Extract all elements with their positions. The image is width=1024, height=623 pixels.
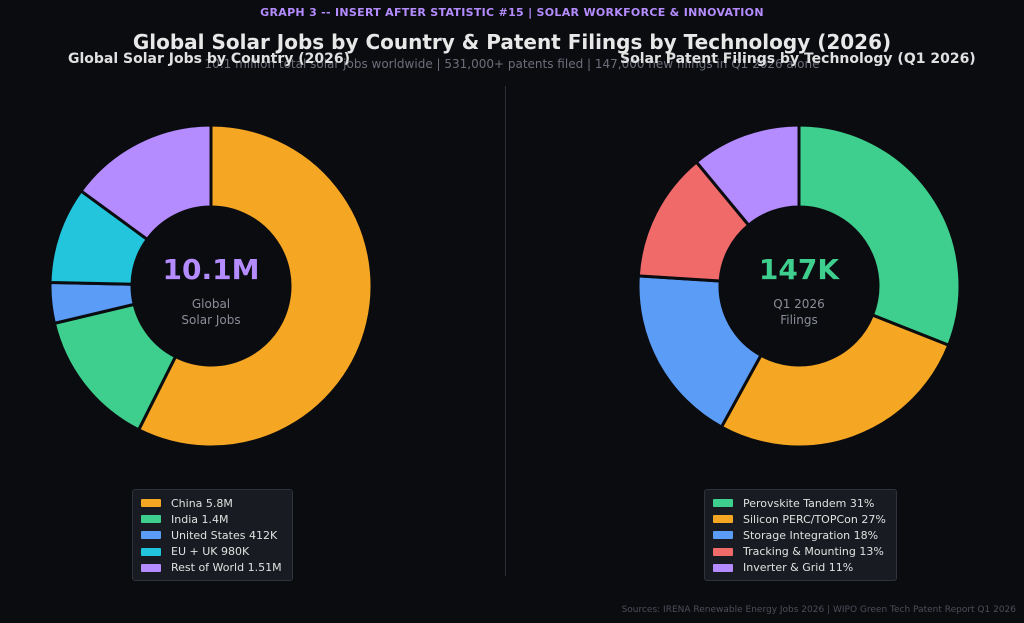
slice-perovskite-tandem xyxy=(797,123,962,348)
slice-inverter-grid xyxy=(694,123,801,228)
patents-legend: Perovskite Tandem 31% Silicon PERC/TOPCon… xyxy=(704,489,897,581)
legend-label: EU + UK 980K xyxy=(171,545,250,559)
legend-swatch xyxy=(713,563,733,572)
legend-item-storage-integration: Storage Integration 18% xyxy=(713,527,886,543)
center-label-line2: Filings xyxy=(780,313,818,327)
slice-storage-integration xyxy=(636,274,763,430)
legend-item-inverter-grid: Inverter & Grid 11% xyxy=(713,560,886,576)
center-label-line1: Global xyxy=(192,297,230,311)
legend-swatch xyxy=(141,531,161,540)
legend-item-eu-uk: EU + UK 980K xyxy=(141,544,282,560)
jobs-legend: China 5.8M India 1.4M United States 412K EU… xyxy=(132,489,293,581)
donut-hole xyxy=(133,208,289,364)
legend-swatch xyxy=(141,499,161,508)
legend-label: Silicon PERC/TOPCon 27% xyxy=(743,512,886,526)
legend-label: Tracking & Mounting 13% xyxy=(743,545,884,559)
slice-silicon-perc-topcon xyxy=(719,313,951,449)
panel-divider xyxy=(505,86,506,576)
center-label-line1: Q1 2026 xyxy=(773,297,824,311)
legend-item-rest-of-world: Rest of World 1.51M xyxy=(141,560,282,576)
legend-swatch xyxy=(713,531,733,540)
legend-swatch xyxy=(713,499,733,508)
subtitle: 10.1 million total solar jobs worldwide … xyxy=(204,57,820,71)
main-title: Global Solar Jobs by Country & Patent Fi… xyxy=(132,30,892,54)
legend-item-china: China 5.8M xyxy=(141,495,282,511)
legend-swatch xyxy=(141,547,161,556)
graph-tag: GRAPH 3 -- INSERT AFTER STATISTIC #15 | … xyxy=(260,6,764,19)
donut-hole xyxy=(721,208,877,364)
slice-rest-of-world xyxy=(78,123,213,242)
legend-swatch xyxy=(141,515,161,524)
legend-swatch xyxy=(713,547,733,556)
slice-china xyxy=(136,123,374,449)
right-chart-title: Solar Patent Filings by Technology (Q1 2… xyxy=(620,51,976,67)
legend-item-india: India 1.4M xyxy=(141,511,282,527)
legend-swatch xyxy=(141,563,161,572)
legend-label: Rest of World 1.51M xyxy=(171,561,282,575)
center-value: 147K xyxy=(759,253,840,286)
legend-label: Inverter & Grid 11% xyxy=(743,561,854,575)
legend-label: Perovskite Tandem 31% xyxy=(743,496,875,510)
legend-item-silicon-perc-topcon: Silicon PERC/TOPCon 27% xyxy=(713,511,886,527)
center-value: 10.1M xyxy=(163,253,260,286)
legend-item-tracking-mounting: Tracking & Mounting 13% xyxy=(713,544,886,560)
legend-item-united-states: United States 412K xyxy=(141,527,282,543)
source-note: Sources: IRENA Renewable Energy Jobs 202… xyxy=(621,605,1016,615)
legend-swatch xyxy=(713,515,733,524)
center-label-line2: Solar Jobs xyxy=(181,313,240,327)
left-chart-title: Global Solar Jobs by Country (2026) xyxy=(68,51,351,67)
legend-label: China 5.8M xyxy=(171,496,233,510)
legend-label: India 1.4M xyxy=(171,512,229,526)
legend-item-perovskite-tandem: Perovskite Tandem 31% xyxy=(713,495,886,511)
legend-label: Storage Integration 18% xyxy=(743,528,879,542)
legend-label: United States 412K xyxy=(171,528,278,542)
